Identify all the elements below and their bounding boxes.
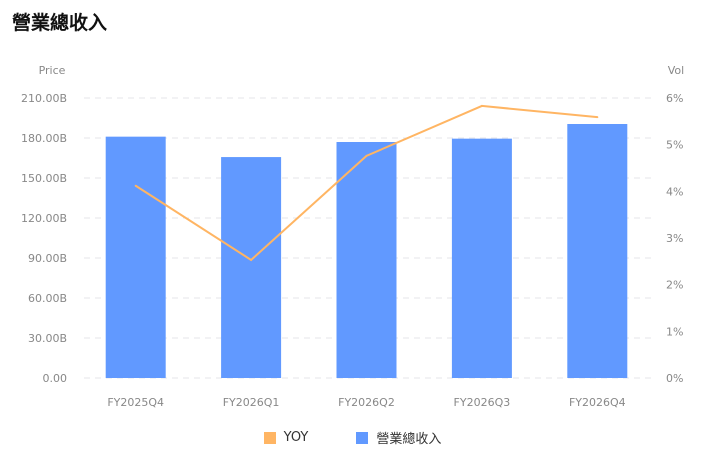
left-tick-label: 30.00B: [28, 332, 67, 345]
right-tick-label: 2%: [666, 279, 683, 292]
legend-label-yoy: YOY: [283, 430, 309, 445]
left-tick-label: 210.00B: [21, 92, 67, 105]
bar-FY2026Q3: [451, 138, 512, 378]
yoy-point-FY2026Q4: [596, 116, 599, 119]
x-tick-label: FY2026Q2: [338, 396, 395, 409]
legend-swatch-yoy: [263, 431, 276, 444]
bar-FY2025Q4: [105, 136, 166, 378]
bar-FY2026Q4: [567, 124, 628, 378]
x-tick-label: FY2026Q4: [569, 396, 626, 409]
legend-swatch-revenue: [356, 431, 369, 444]
legend-item-revenue[interactable]: 營業總收入: [356, 428, 441, 447]
right-tick-label: 5%: [666, 139, 683, 152]
right-tick-label: 3%: [666, 232, 683, 245]
bar-FY2026Q1: [221, 157, 282, 378]
yoy-point-FY2026Q3: [480, 104, 483, 107]
bar-FY2026Q2: [336, 142, 397, 378]
left-tick-label: 180.00B: [21, 132, 67, 145]
left-tick-label: 120.00B: [21, 212, 67, 225]
x-tick-label: FY2026Q1: [223, 396, 280, 409]
right-tick-label: 1%: [666, 325, 683, 338]
left-tick-label: 0.00: [43, 372, 68, 385]
yoy-point-FY2026Q1: [250, 258, 253, 261]
yoy-point-FY2026Q2: [365, 154, 368, 157]
left-tick-label: 60.00B: [28, 292, 67, 305]
right-axis-label: Vol: [668, 64, 684, 77]
legend: YOY 營業總收入: [0, 428, 705, 447]
chart-title: 營業總收入: [12, 12, 108, 34]
legend-label-revenue: 營業總收入: [376, 432, 442, 447]
right-tick-label: 0%: [666, 372, 683, 385]
left-tick-label: 90.00B: [28, 252, 67, 265]
left-tick-label: 150.00B: [21, 172, 67, 185]
x-tick-label: FY2026Q3: [454, 396, 511, 409]
right-tick-label: 6%: [666, 92, 683, 105]
yoy-point-FY2025Q4: [134, 184, 137, 187]
x-tick-label: FY2025Q4: [107, 396, 164, 409]
left-axis-label: Price: [39, 64, 66, 77]
right-tick-label: 4%: [666, 185, 683, 198]
legend-item-yoy[interactable]: YOY: [263, 428, 309, 447]
